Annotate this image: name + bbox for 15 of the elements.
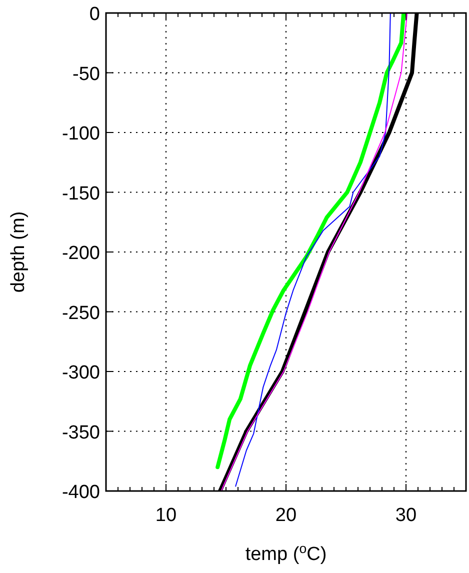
line-series xyxy=(235,13,391,487)
x-tick-label: 30 xyxy=(395,505,417,526)
y-tick-label: -250 xyxy=(62,302,100,324)
y-tick-label: -50 xyxy=(72,64,100,85)
x-tick-label: 10 xyxy=(155,505,177,526)
y-tick-label: -400 xyxy=(62,482,100,503)
y-tick-label: -100 xyxy=(62,124,100,144)
y-axis-title: depth (m) xyxy=(8,211,29,293)
y-tick-label: 0 xyxy=(89,4,100,25)
x-tick-label: 20 xyxy=(275,505,297,526)
y-tick-label: -350 xyxy=(62,422,100,444)
y-tick-label: -150 xyxy=(62,183,100,204)
y-tick-label: -200 xyxy=(62,243,100,264)
x-axis-title: temp ($^{o}$C) xyxy=(245,540,327,565)
y-tick-label: -300 xyxy=(62,362,100,384)
